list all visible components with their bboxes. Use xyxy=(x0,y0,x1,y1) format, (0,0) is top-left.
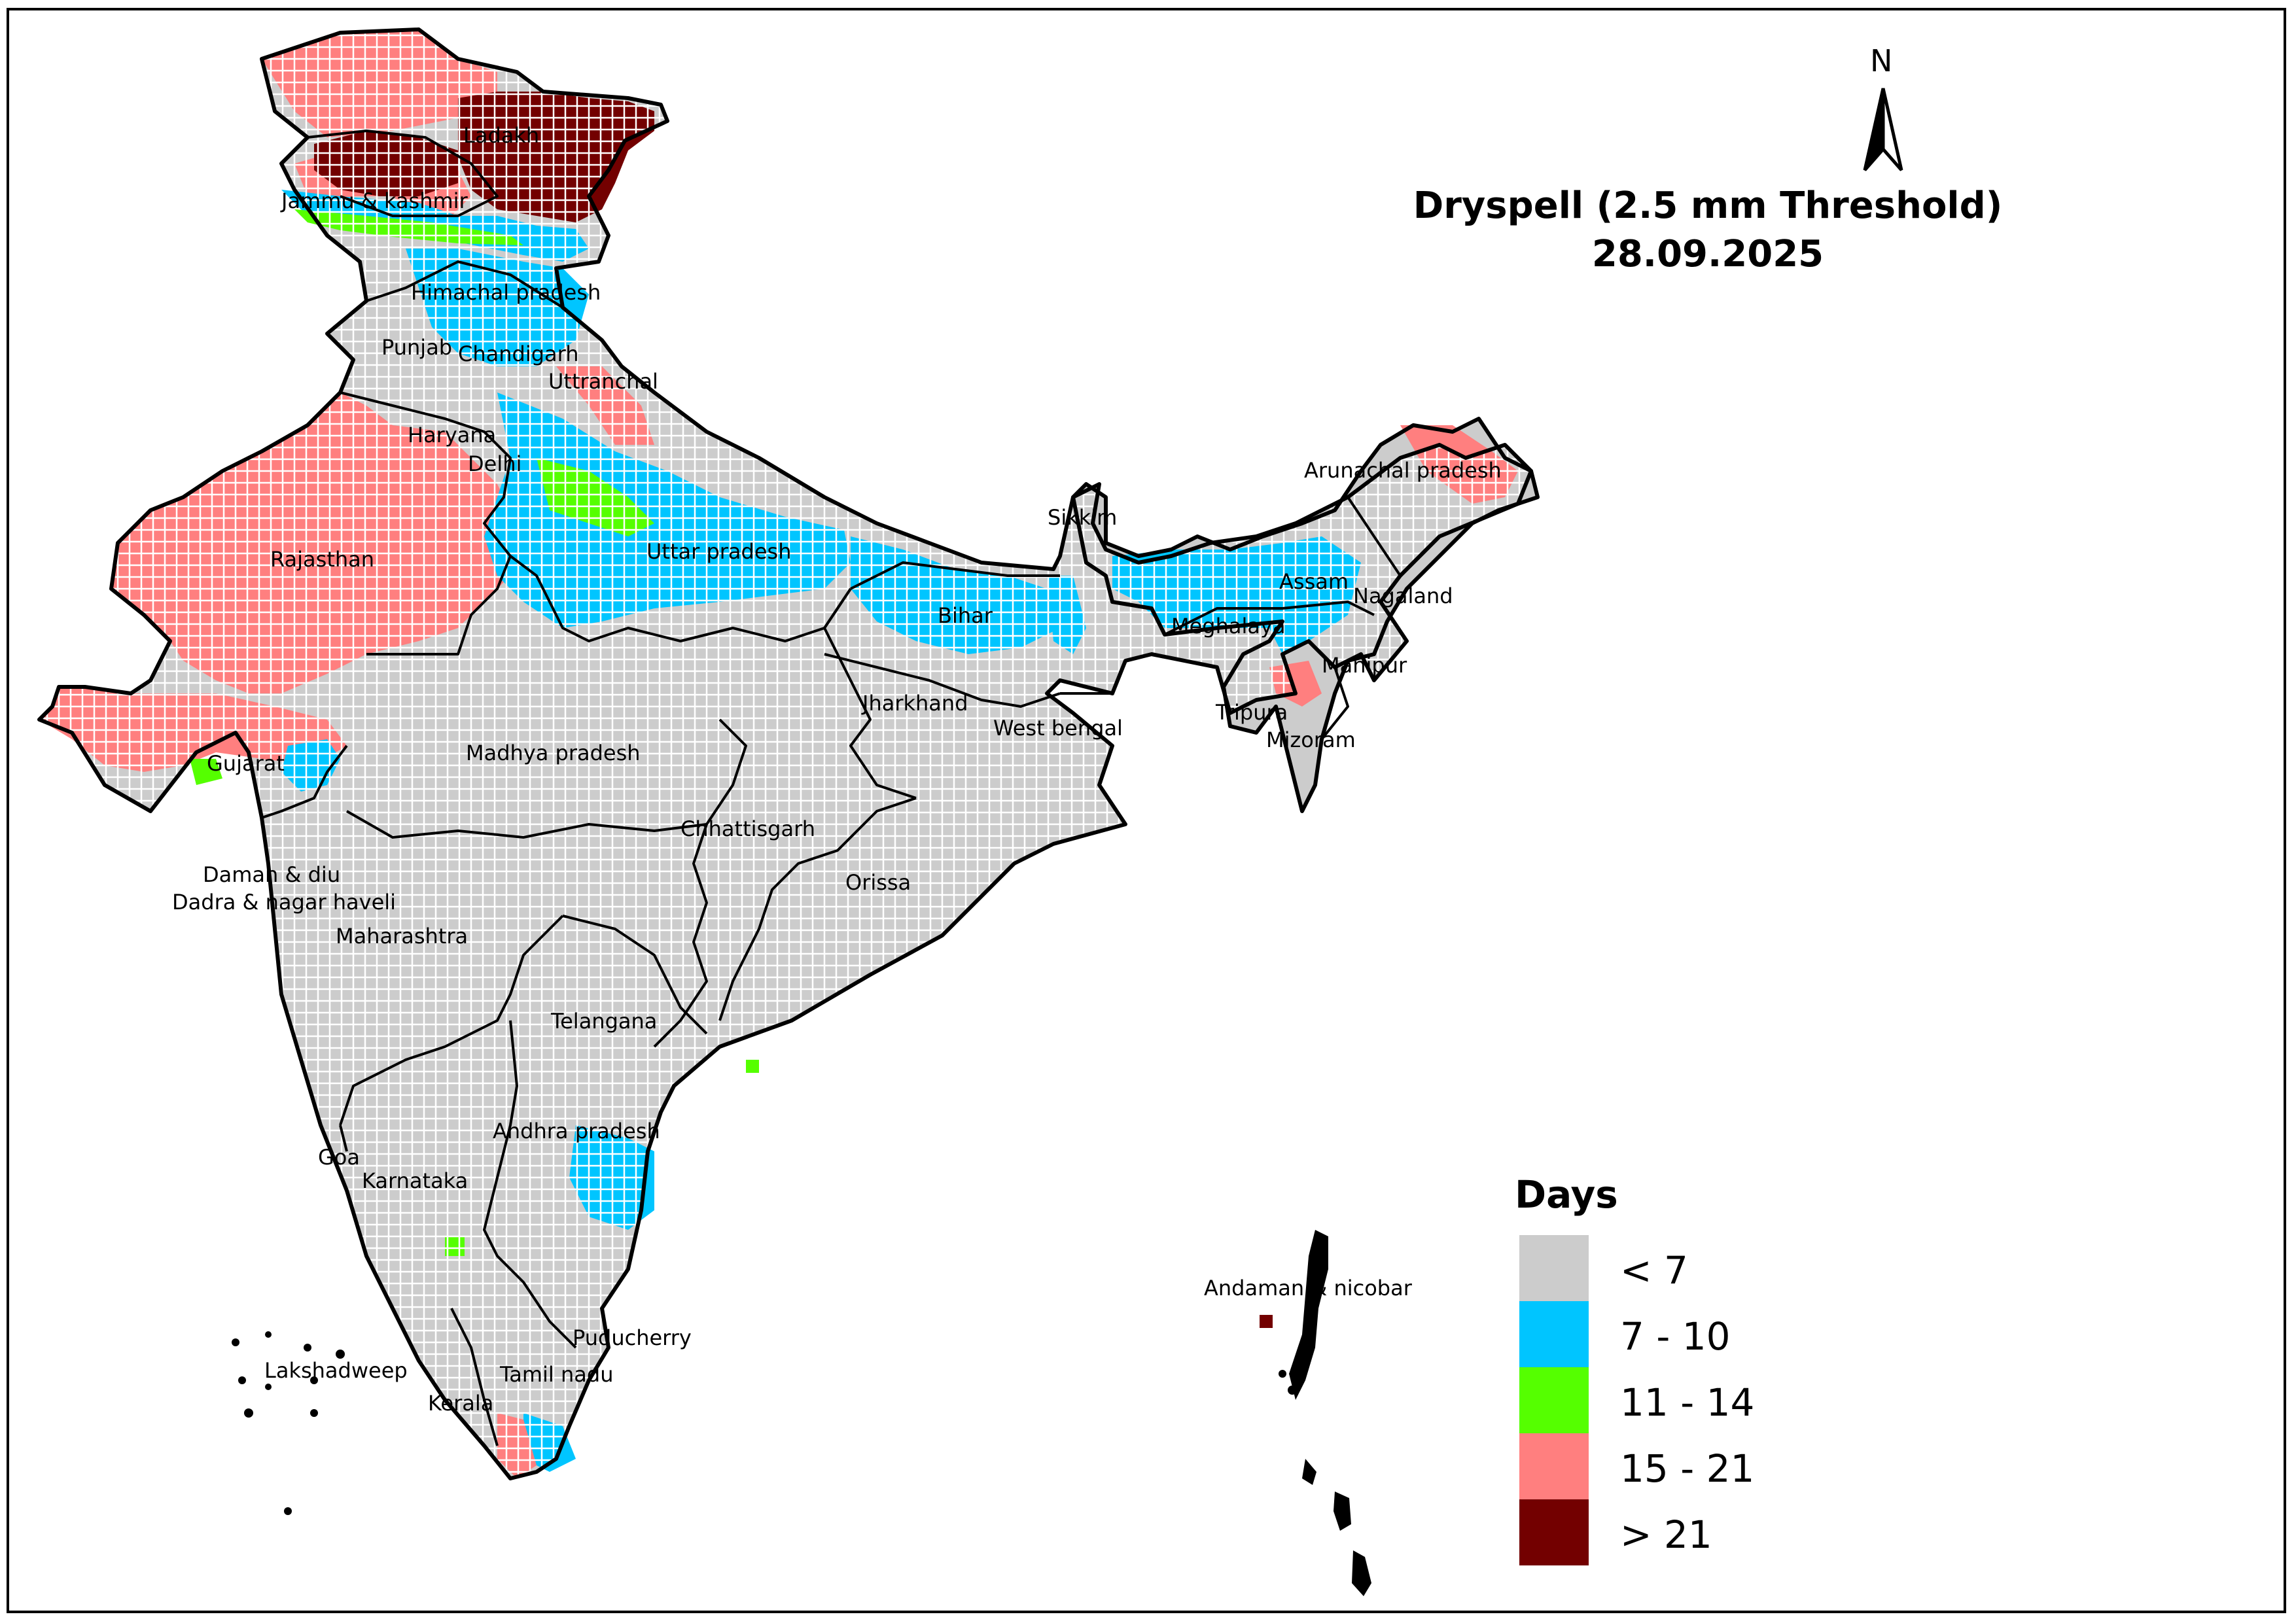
region-label: Jammu & kashmir xyxy=(281,188,468,213)
north-arrow-icon xyxy=(1863,88,1903,171)
region-label: Lakshadweep xyxy=(264,1358,408,1383)
region-label: Sikkim xyxy=(1048,505,1118,530)
region-label: Delhi xyxy=(468,451,522,476)
region-label: Uttar pradesh xyxy=(646,539,792,564)
region-label: Andaman & nicobar xyxy=(1204,1276,1412,1300)
legend-label: > 21 xyxy=(1620,1512,1712,1557)
region-label: Goa xyxy=(318,1145,360,1170)
region-label: Himachal pradesh xyxy=(411,280,601,305)
region-label: Maharashtra xyxy=(336,924,468,949)
region-label: Tamil nadu xyxy=(500,1362,614,1387)
legend-swatch xyxy=(1519,1499,1589,1565)
region-label: Andhra pradesh xyxy=(493,1119,660,1143)
region-label: Daman & diu xyxy=(203,862,341,887)
region-label: Arunachal pradesh xyxy=(1304,458,1502,483)
legend-item: < 7 xyxy=(1519,1235,1912,1301)
region-label: Telangana xyxy=(551,1009,658,1034)
legend-label: 11 - 14 xyxy=(1620,1380,1755,1425)
legend-swatch xyxy=(1519,1367,1589,1433)
state-boundaries xyxy=(37,27,1540,1480)
region-label: Dadra & nagar haveli xyxy=(172,890,397,915)
region-label: Bihar xyxy=(938,603,993,628)
region-label: Karnataka xyxy=(362,1168,468,1193)
region-label: West bengal xyxy=(993,716,1123,741)
legend-item: 11 - 14 xyxy=(1519,1367,1912,1433)
region-label: Uttranchal xyxy=(548,369,658,394)
legend-title: Days xyxy=(1515,1172,1618,1217)
region-label: Kerala xyxy=(428,1391,494,1416)
map-date: 28.09.2025 xyxy=(1591,233,1824,275)
region-label: Puducherry xyxy=(573,1325,692,1350)
legend-swatch xyxy=(1519,1301,1589,1367)
region-label: Manipur xyxy=(1322,653,1407,678)
andaman-nicobar-islands xyxy=(1260,1230,1371,1596)
lakshadweep-islands xyxy=(232,1331,345,1515)
legend-item: 15 - 21 xyxy=(1519,1433,1912,1499)
region-label: Mizoram xyxy=(1266,727,1356,752)
legend-label: < 7 xyxy=(1620,1248,1688,1293)
map-title: Dryspell (2.5 mm Threshold) xyxy=(1413,184,2003,227)
region-label: Haryana xyxy=(408,423,497,447)
north-label: N xyxy=(1870,43,1893,79)
region-label: Punjab xyxy=(381,335,453,360)
region-label: Ladakh xyxy=(463,123,540,148)
legend-swatch xyxy=(1519,1235,1589,1301)
region-label: Rajasthan xyxy=(270,547,375,572)
region-label: Gujarat xyxy=(207,751,285,776)
region-label: Chandigarh xyxy=(458,341,579,366)
region-label: Orissa xyxy=(845,870,911,895)
region-label: Meghalaya xyxy=(1171,614,1286,638)
legend-item: > 21 xyxy=(1519,1499,1912,1565)
region-label: Assam xyxy=(1279,569,1349,594)
region-label: Tripura xyxy=(1216,700,1288,725)
region-label: Chhattisgarh xyxy=(680,816,815,841)
legend-label: 7 - 10 xyxy=(1620,1314,1731,1359)
region-label: Jharkhand xyxy=(862,691,968,716)
legend-item: 7 - 10 xyxy=(1519,1301,1912,1367)
region-label: Nagaland xyxy=(1353,584,1453,608)
region-label: Madhya pradesh xyxy=(466,741,641,765)
legend-swatch xyxy=(1519,1433,1589,1499)
legend-label: 15 - 21 xyxy=(1620,1446,1755,1491)
